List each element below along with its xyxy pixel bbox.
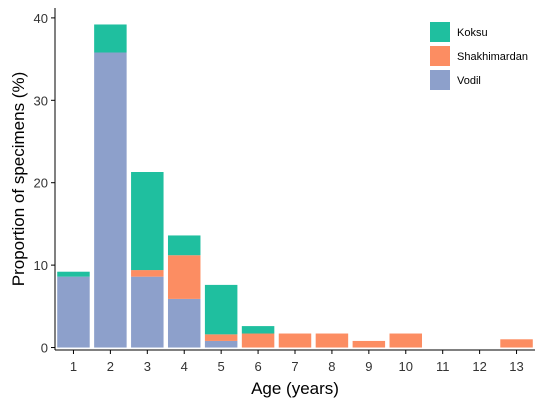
x-tick-label: 12 (472, 359, 486, 374)
y-tick-label: 10 (34, 258, 48, 273)
x-tick-label: 9 (365, 359, 372, 374)
bar-koksu-age-4 (167, 235, 201, 256)
bar-shakhimardan-age-7 (278, 333, 312, 348)
x-tick-label: 8 (328, 359, 335, 374)
x-tick-label: 10 (399, 359, 413, 374)
bar-shakhimardan-age-3 (131, 270, 164, 277)
bars-group (57, 24, 533, 348)
bar-koksu-age-1 (57, 271, 90, 277)
y-ticks-group: 0 10 20 30 40 (34, 11, 55, 356)
bar-shakhimardan-age-13 (500, 339, 533, 348)
y-axis-label: Proportion of specimens (%) (9, 72, 28, 286)
x-axis-label: Age (years) (251, 379, 339, 398)
bar-koksu-age-3 (131, 172, 164, 271)
bar-shakhimardan-age-4 (167, 255, 201, 299)
y-tick-label: 40 (34, 11, 48, 26)
x-tick-label: 13 (509, 359, 523, 374)
x-tick-label: 6 (254, 359, 261, 374)
bar-vodil-age-3 (131, 276, 164, 348)
bar-vodil-age-4 (167, 298, 201, 348)
y-tick-label: 20 (34, 176, 48, 191)
x-tick-label: 2 (107, 359, 114, 374)
x-tick-label: 1 (70, 359, 77, 374)
bar-shakhimardan-age-8 (315, 333, 349, 348)
x-tick-label: 3 (144, 359, 151, 374)
x-tick-label: 5 (218, 359, 225, 374)
legend-label-shakhimardan: Shakhimardan (457, 51, 528, 63)
legend: Koksu Shakhimardan Vodil (430, 22, 528, 90)
bar-shakhimardan-age-9 (352, 340, 386, 348)
legend-swatch-koksu (430, 22, 450, 42)
bar-vodil-age-1 (57, 276, 90, 348)
bar-vodil-age-2 (94, 52, 127, 348)
bar-koksu-age-6 (241, 326, 275, 334)
x-tick-label: 11 (436, 359, 450, 374)
bar-shakhimardan-age-5 (204, 334, 238, 341)
bar-shakhimardan-age-10 (389, 333, 423, 348)
legend-label-koksu: Koksu (457, 27, 488, 39)
legend-label-vodil: Vodil (457, 75, 481, 87)
legend-swatch-vodil (430, 70, 450, 90)
bar-vodil-age-5 (204, 340, 238, 348)
bar-koksu-age-2 (94, 24, 127, 53)
y-tick-label: 0 (41, 341, 48, 356)
bar-shakhimardan-age-6 (241, 333, 275, 348)
y-tick-label: 30 (34, 93, 48, 108)
x-tick-label: 7 (291, 359, 298, 374)
bar-koksu-age-5 (204, 284, 238, 335)
legend-swatch-shakhimardan (430, 46, 450, 66)
x-tick-label: 4 (181, 359, 188, 374)
x-ticks-group: 1 2 3 4 5 6 7 8 9 10 11 12 13 (70, 350, 524, 374)
